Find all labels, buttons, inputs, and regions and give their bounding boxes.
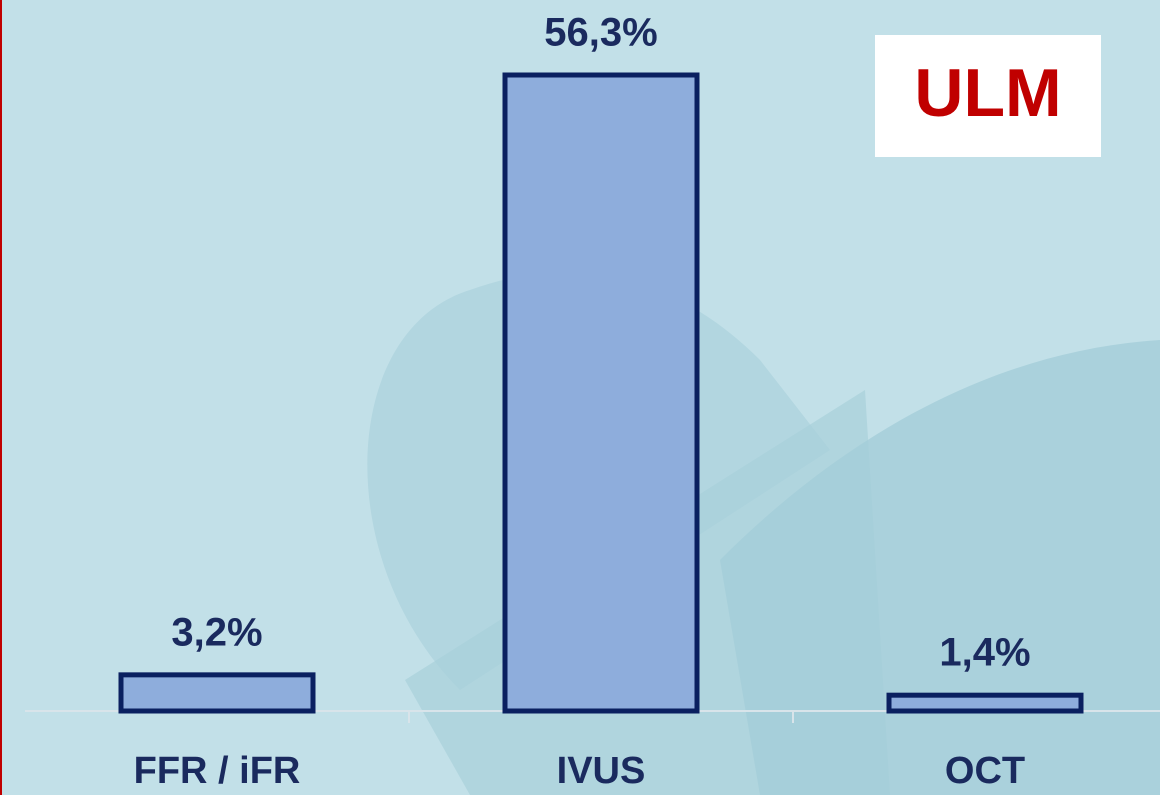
bar	[118, 672, 316, 714]
bar	[502, 72, 700, 714]
x-tick-label: OCT	[945, 750, 1025, 792]
x-tick-label: IVUS	[557, 750, 646, 792]
value-label: 1,4%	[939, 631, 1030, 675]
x-tick-label: FFR / iFR	[134, 750, 301, 792]
left-border	[0, 0, 2, 795]
value-label: 3,2%	[171, 610, 262, 654]
value-label: 56,3%	[544, 11, 657, 55]
bar	[886, 692, 1084, 714]
decor-shape	[720, 340, 1160, 795]
annotation: ULM	[914, 55, 1061, 131]
annotation-box	[875, 35, 1101, 157]
